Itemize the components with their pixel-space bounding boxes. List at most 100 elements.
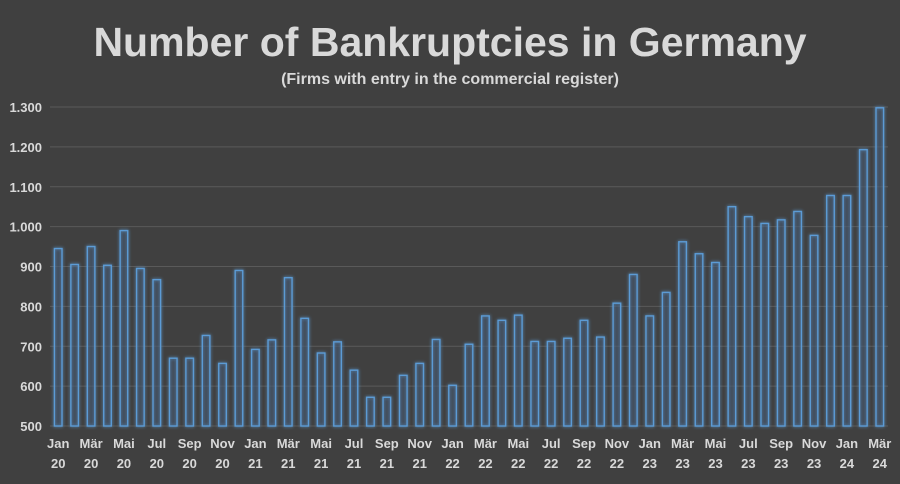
bar — [480, 315, 490, 427]
x-tick-year: 22 — [577, 456, 591, 471]
x-axis: Jan 20 Mär 20 Mai 20 Jul 20 Sep 20 Nov 20 Jan 21 Mär 21… — [47, 436, 891, 471]
bar — [349, 369, 359, 427]
bar — [793, 210, 803, 427]
x-tick-year: 23 — [708, 456, 722, 471]
bar — [760, 222, 770, 427]
x-tick-month: Mär — [80, 436, 103, 451]
bar — [710, 261, 720, 427]
x-tick-month: Sep — [769, 436, 793, 451]
bar — [168, 357, 178, 427]
bar — [431, 338, 441, 427]
x-tick-year: 21 — [380, 456, 394, 471]
x-tick-year: 24 — [873, 456, 888, 471]
y-tick-label: 1.000 — [9, 220, 42, 235]
bar — [513, 314, 523, 427]
x-tick-year: 21 — [347, 456, 361, 471]
x-tick-month: Jan — [244, 436, 266, 451]
bar — [448, 384, 458, 427]
bar — [826, 194, 835, 427]
x-tick-month: Sep — [178, 436, 202, 451]
y-axis: 500 600 700 800 900 1.000 1.100 1.200 1.300 — [9, 100, 42, 434]
x-tick-month: Mai — [113, 436, 135, 451]
bar-series — [53, 107, 885, 427]
bar — [53, 247, 63, 427]
bar — [70, 263, 80, 427]
x-tick-year: 24 — [840, 456, 855, 471]
bar — [300, 317, 310, 427]
bar — [135, 267, 145, 427]
bar — [661, 291, 671, 427]
x-tick-month: Jul — [147, 436, 166, 451]
x-tick-month: Jan — [639, 436, 661, 451]
bar — [103, 264, 112, 427]
bar — [727, 205, 737, 427]
bar — [333, 341, 343, 427]
x-tick-month: Jan — [836, 436, 858, 451]
x-tick-month: Mai — [310, 436, 332, 451]
x-tick-year: 21 — [314, 456, 328, 471]
y-tick-label: 1.200 — [9, 140, 42, 155]
bar — [201, 334, 211, 427]
bar — [595, 336, 605, 427]
x-tick-month: Mär — [868, 436, 891, 451]
bar — [152, 278, 162, 427]
x-tick-month: Nov — [802, 436, 827, 451]
y-tick-label: 500 — [20, 419, 42, 434]
bar — [776, 219, 786, 427]
y-tick-label: 800 — [20, 299, 42, 314]
bar — [464, 343, 474, 427]
bar — [283, 276, 293, 427]
x-tick-month: Mär — [474, 436, 497, 451]
x-tick-year: 20 — [84, 456, 98, 471]
x-tick-month: Mai — [507, 436, 529, 451]
x-tick-month: Jul — [739, 436, 758, 451]
y-tick-label: 1.100 — [9, 180, 42, 195]
x-tick-month: Jan — [47, 436, 69, 451]
bar — [579, 319, 589, 427]
x-tick-month: Sep — [375, 436, 399, 451]
chart-subtitle: (Firms with entry in the commercial regi… — [281, 71, 619, 88]
x-tick-month: Jul — [542, 436, 561, 451]
x-tick-year: 23 — [741, 456, 755, 471]
x-tick-month: Mär — [671, 436, 694, 451]
y-tick-label: 600 — [20, 379, 42, 394]
x-tick-month: Nov — [210, 436, 235, 451]
x-tick-month: Mai — [705, 436, 727, 451]
bar — [234, 269, 244, 427]
x-tick-year: 21 — [412, 456, 426, 471]
x-tick-month: Sep — [572, 436, 596, 451]
bar — [365, 396, 375, 427]
bar — [546, 340, 556, 427]
y-tick-label: 700 — [20, 339, 42, 354]
bar — [563, 337, 573, 427]
bar — [694, 253, 704, 427]
x-tick-year: 20 — [182, 456, 196, 471]
bar — [382, 396, 392, 427]
bar — [316, 352, 326, 427]
bar — [415, 362, 425, 427]
chart-title: Number of Bankruptcies in Germany — [93, 19, 806, 65]
bar — [185, 357, 195, 427]
x-tick-year: 20 — [150, 456, 164, 471]
bar — [809, 234, 819, 427]
bar — [119, 229, 129, 427]
bar — [218, 362, 228, 427]
x-tick-year: 23 — [774, 456, 788, 471]
x-tick-month: Nov — [407, 436, 432, 451]
bar — [628, 273, 638, 427]
bar — [678, 241, 688, 427]
bar — [858, 148, 868, 427]
x-tick-year: 21 — [248, 456, 262, 471]
bar — [497, 319, 507, 427]
x-tick-month: Jul — [345, 436, 364, 451]
x-tick-year: 23 — [643, 456, 657, 471]
y-tick-label: 1.300 — [9, 100, 42, 115]
x-tick-year: 22 — [511, 456, 525, 471]
bar — [875, 107, 885, 427]
bar — [250, 348, 260, 427]
bar — [743, 215, 753, 427]
x-tick-year: 22 — [610, 456, 624, 471]
x-tick-year: 22 — [445, 456, 459, 471]
x-tick-month: Nov — [605, 436, 630, 451]
